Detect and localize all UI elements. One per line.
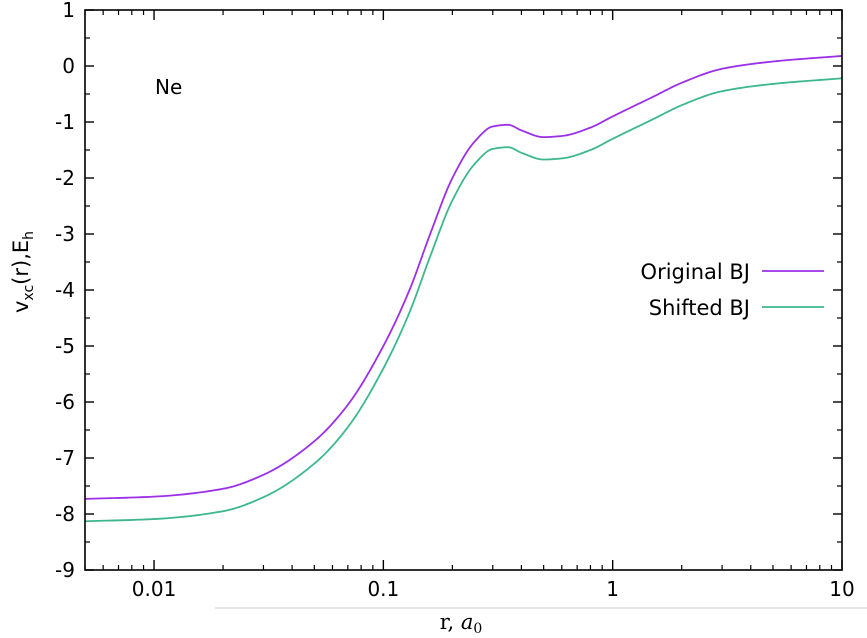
- x-tick-label: 0.01: [132, 577, 177, 601]
- x-tick-label: 10: [829, 577, 854, 601]
- y-tick-label: -9: [55, 558, 75, 582]
- axis-ticks: [84, 9, 843, 571]
- y-tick-label: -3: [55, 222, 75, 246]
- y-axis-label-sub1: xc: [21, 285, 37, 301]
- y-axis-label: vxc(r),Eh: [9, 231, 37, 313]
- y-tick-label: -5: [55, 334, 75, 358]
- plot-frame: [84, 9, 843, 571]
- x-axis-label-sub: 0: [473, 621, 482, 637]
- y-tick-label: 0: [62, 54, 75, 78]
- x-tick-label: 1: [606, 577, 619, 601]
- y-tick-label: -2: [55, 166, 75, 190]
- x-axis-label-italic: a: [461, 610, 474, 634]
- y-tick-label: -7: [55, 446, 75, 470]
- x-tick-label: 0.1: [367, 577, 399, 601]
- series-lines: [84, 55, 843, 523]
- series-line-1: [84, 77, 843, 523]
- x-axis-label-main: r,: [440, 610, 461, 634]
- legend: Original BJ Shifted BJ: [641, 260, 824, 320]
- y-tick-label: -1: [55, 110, 75, 134]
- series-line-0: [84, 55, 843, 500]
- y-tick-label: -4: [55, 278, 75, 302]
- legend-label-0: Original BJ: [641, 260, 750, 284]
- annotation-label: Ne: [155, 75, 182, 99]
- x-axis-label: r, a0: [440, 610, 483, 637]
- y-axis-label-v: v: [9, 301, 33, 313]
- y-tick-label: -8: [55, 502, 75, 526]
- y-axis-label-mid: (r),E: [9, 240, 33, 285]
- y-tick-label: -6: [55, 390, 75, 414]
- y-axis-label-sub2: h: [21, 231, 37, 240]
- legend-label-1: Shifted BJ: [649, 296, 750, 320]
- y-tick-label: 1: [62, 0, 75, 22]
- tick-labels: 10-1-2-3-4-5-6-7-8-90.01 0.1 1 10: [55, 0, 855, 601]
